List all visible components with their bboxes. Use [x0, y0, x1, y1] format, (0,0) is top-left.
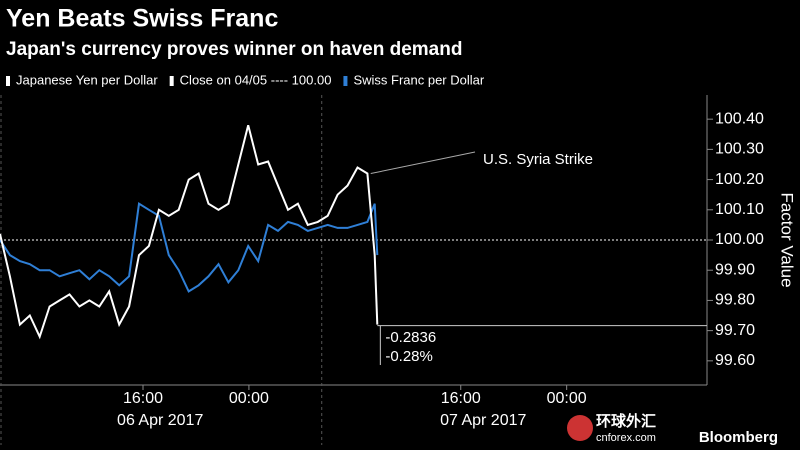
x-tick-label: 16:00	[123, 390, 163, 407]
x-tick-label: 00:00	[547, 390, 587, 407]
y-axis-label: Factor Value	[778, 192, 797, 287]
source: Bloomberg	[699, 429, 778, 446]
legend-label: Close on 04/05 ---- 100.00	[180, 72, 332, 87]
watermark: 环球外汇	[596, 412, 656, 430]
y-tick-label: 100.40	[715, 110, 764, 127]
annotation: -0.28%	[385, 348, 433, 365]
series-line	[0, 202, 379, 293]
annotation-leader	[370, 151, 476, 175]
legend-swatch	[6, 76, 10, 86]
chart-title: Yen Beats Swiss Franc	[6, 5, 278, 33]
chart-subtitle: Japan's currency proves winner on haven …	[6, 39, 462, 60]
legend-label: Japanese Yen per Dollar	[16, 72, 158, 87]
x-tick-label: 16:00	[441, 390, 481, 407]
y-tick-label: 100.10	[715, 201, 764, 218]
annotation: -0.2836	[385, 329, 436, 346]
y-tick-label: 99.90	[715, 261, 755, 278]
date-label: 06 Apr 2017	[117, 412, 203, 429]
x-tick-label: 00:00	[229, 390, 269, 407]
y-tick-label: 99.70	[715, 322, 755, 339]
y-tick-label: 99.60	[715, 352, 755, 369]
y-tick-label: 99.80	[715, 292, 755, 309]
y-tick-label: 100.20	[715, 171, 764, 188]
legend-swatch	[169, 76, 174, 86]
y-tick-label: 100.00	[715, 231, 764, 248]
y-tick-label: 100.30	[715, 141, 764, 158]
series-line	[0, 124, 379, 340]
annotation: U.S. Syria Strike	[483, 151, 593, 168]
watermark: cnforex.com	[596, 432, 656, 444]
date-label: 07 Apr 2017	[440, 412, 526, 429]
legend-swatch	[343, 76, 348, 86]
legend-label: Swiss Franc per Dollar	[353, 72, 484, 87]
watermark-logo	[567, 415, 593, 441]
